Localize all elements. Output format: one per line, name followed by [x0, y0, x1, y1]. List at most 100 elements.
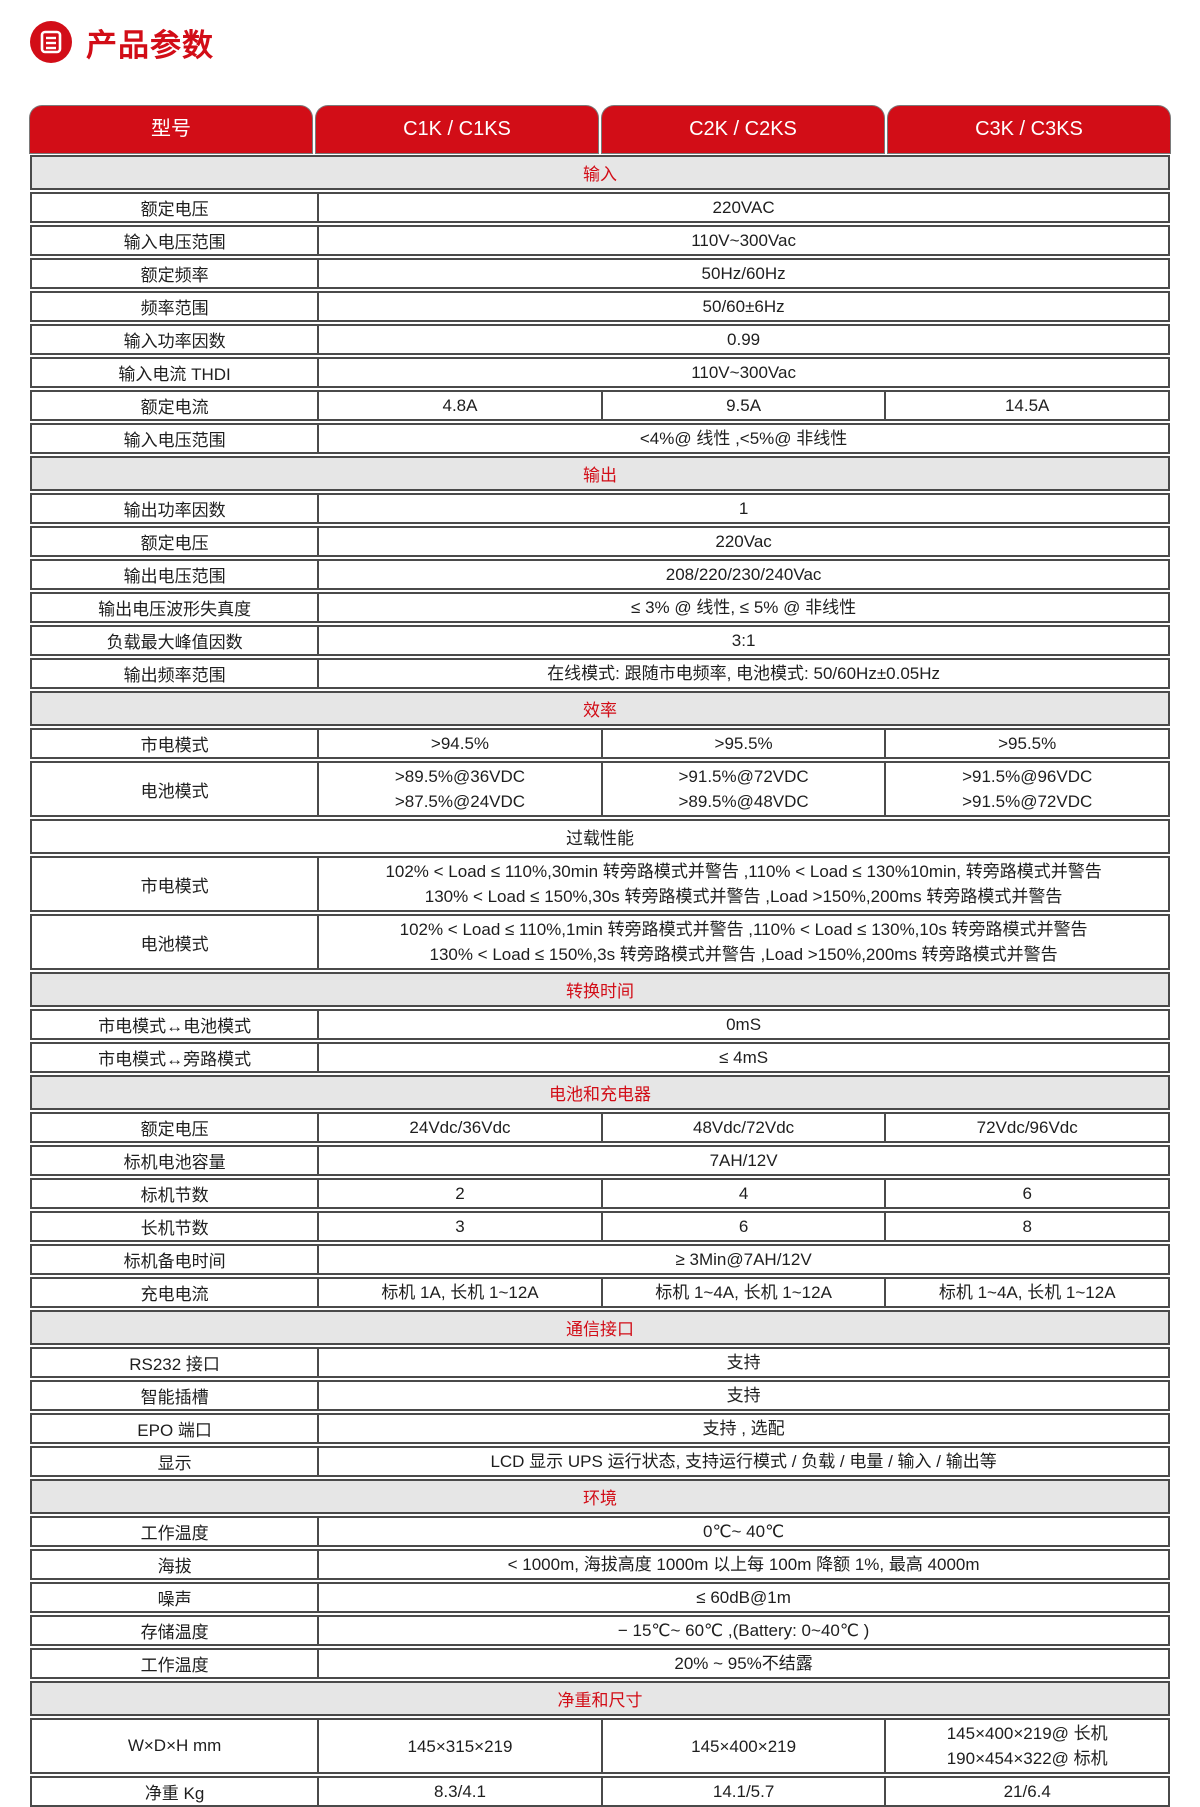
- row-value: >89.5%@36VDC >87.5%@24VDC: [317, 763, 601, 815]
- row-label: 工作温度: [140, 1524, 209, 1543]
- row-value: 支持: [317, 1382, 1168, 1409]
- row-value: 3:1: [317, 627, 1168, 654]
- row-label: 电池模式: [140, 934, 209, 954]
- row-cells: 3:1: [317, 627, 1168, 654]
- row-cells: 1: [317, 495, 1168, 522]
- row-value: 7AH/12V: [317, 1147, 1168, 1174]
- value-line: 110V~300Vac: [691, 363, 796, 382]
- value-line: ≤ 3% @ 线性, ≤ 5% @ 非线性: [631, 598, 857, 617]
- row-cells: 0.99: [317, 326, 1168, 353]
- row-value: 1: [317, 495, 1168, 522]
- section-header: 通信接口: [30, 1310, 1170, 1345]
- header-tab-model: C1K / C1KS: [316, 106, 598, 153]
- row-cells: <4%@ 线性 ,<5%@ 非线性: [317, 425, 1168, 452]
- row-cells: 7AH/12V: [317, 1147, 1168, 1174]
- row-value: 标机 1~4A, 长机 1~12A: [884, 1279, 1168, 1306]
- section-header: 过载性能: [30, 819, 1170, 854]
- value-line: >95.5%: [714, 734, 773, 753]
- table-row: 智能插槽 支持: [30, 1380, 1170, 1411]
- row-label: 输出功率因数: [123, 501, 226, 520]
- table-body: 输入 额定电压 220VAC 输入电压范围 110V~300Vac 额定频率 50Hz/60…: [30, 155, 1170, 1807]
- header-tab-model: C2K / C2KS: [602, 106, 884, 153]
- row-cells: 支持: [317, 1349, 1168, 1376]
- value-line: 48Vdc/72Vdc: [693, 1118, 795, 1137]
- row-cells: 标机 1A, 长机 1~12A 标机 1~4A, 长机 1~12A 标机 1~4A,…: [317, 1279, 1168, 1306]
- row-value: 3: [317, 1213, 601, 1240]
- row-value: − 15℃~ 60℃ ,(Battery: 0~40℃ ): [317, 1617, 1168, 1644]
- row-label: 输入电压范围: [123, 233, 226, 252]
- table-row: W×D×H mm 145×315×219 145×400×219 145×400×21…: [30, 1718, 1170, 1774]
- table-row: 标机节数 2 4 6: [30, 1178, 1170, 1209]
- table-row: 输出电压波形失真度 ≤ 3% @ 线性, ≤ 5% @ 非线性: [30, 592, 1170, 623]
- row-label: 额定频率: [140, 266, 209, 285]
- row-cells: 220VAC: [317, 194, 1168, 221]
- value-line: LCD 显示 UPS 运行状态, 支持运行模式 / 负载 / 电量 / 输入 /…: [490, 1452, 997, 1471]
- row-label: RS232 接口: [129, 1355, 220, 1374]
- row-value: 21/6.4: [884, 1778, 1168, 1805]
- table-row: 额定电压 220VAC: [30, 192, 1170, 223]
- row-label: EPO 端口: [137, 1421, 212, 1440]
- row-cells: 2 4 6: [317, 1180, 1168, 1207]
- value-line: >89.5%@48VDC: [678, 792, 809, 811]
- value-line: 50/60±6Hz: [702, 297, 785, 316]
- value-line: 在线模式: 跟随市电频率, 电池模式: 50/60Hz±0.05Hz: [547, 664, 941, 683]
- value-line: 4: [738, 1184, 749, 1203]
- table-row: 输出频率范围 在线模式: 跟随市电频率, 电池模式: 50/60Hz±0.05Hz: [30, 658, 1170, 689]
- value-line: 0.99: [727, 330, 761, 349]
- value-line: ≥ 3Min@7AH/12V: [675, 1250, 812, 1269]
- row-label: 频率范围: [140, 299, 209, 318]
- row-value: 14.5A: [884, 392, 1168, 419]
- table-row: 市电模式↔旁路模式 ≤ 4mS: [30, 1042, 1170, 1073]
- value-line: 110V~300Vac: [691, 231, 796, 250]
- row-value: 2: [317, 1180, 601, 1207]
- row-value: 0.99: [317, 326, 1168, 353]
- value-line: 14.5A: [1004, 396, 1050, 415]
- value-line: 50Hz/60Hz: [701, 264, 786, 283]
- table-row: 额定电压 220Vac: [30, 526, 1170, 557]
- table-row: 工作温度 0℃~ 40℃: [30, 1516, 1170, 1547]
- row-label: 额定电压: [140, 534, 209, 553]
- row-value: 6: [884, 1180, 1168, 1207]
- value-line: 0℃~ 40℃: [702, 1522, 785, 1541]
- row-value: 8.3/4.1: [317, 1778, 601, 1805]
- section-header: 效率: [30, 691, 1170, 726]
- value-line: 支持 , 选配: [702, 1419, 785, 1438]
- row-cells: 在线模式: 跟随市电频率, 电池模式: 50/60Hz±0.05Hz: [317, 660, 1168, 687]
- value-line: ≤ 4mS: [719, 1048, 769, 1067]
- row-label: 输出电压范围: [123, 567, 226, 586]
- row-label: 净重 Kg: [144, 1784, 205, 1803]
- row-value: 20% ~ 95%不结露: [317, 1650, 1168, 1677]
- row-value: 8: [884, 1213, 1168, 1240]
- row-value: 50Hz/60Hz: [317, 260, 1168, 287]
- row-label: 负载最大峰值因数: [106, 633, 243, 652]
- row-cells: ≤ 60dB@1m: [317, 1584, 1168, 1611]
- value-line: 24Vdc/36Vdc: [409, 1118, 511, 1137]
- value-line: 220Vac: [715, 532, 772, 551]
- row-cells: >94.5% >95.5% >95.5%: [317, 730, 1168, 757]
- row-value: 102% < Load ≤ 110%,1min 转旁路模式并警告 ,110% <…: [317, 916, 1168, 968]
- section-header: 输入: [30, 155, 1170, 190]
- table-row: 存储温度 − 15℃~ 60℃ ,(Battery: 0~40℃ ): [30, 1615, 1170, 1646]
- row-cells: 24Vdc/36Vdc 48Vdc/72Vdc 72Vdc/96Vdc: [317, 1114, 1168, 1141]
- row-value: <4%@ 线性 ,<5%@ 非线性: [317, 425, 1168, 452]
- row-label: 工作温度: [140, 1656, 209, 1675]
- table-row: 额定电流 4.8A 9.5A 14.5A: [30, 390, 1170, 421]
- value-line: 102% < Load ≤ 110%,30min 转旁路模式并警告 ,110% …: [385, 862, 1102, 881]
- value-line: 190×454×322@ 标机: [946, 1749, 1108, 1768]
- title-bar: 产品参数: [30, 16, 1170, 68]
- value-line: 20% ~ 95%不结露: [674, 1654, 813, 1673]
- row-value: 24Vdc/36Vdc: [317, 1114, 601, 1141]
- row-label: 市电模式↔旁路模式: [98, 1050, 252, 1069]
- table-row: 负载最大峰值因数 3:1: [30, 625, 1170, 656]
- value-line: 102% < Load ≤ 110%,1min 转旁路模式并警告 ,110% <…: [399, 920, 1088, 939]
- table-row: 输入电压范围 110V~300Vac: [30, 225, 1170, 256]
- value-line: >91.5%@72VDC: [962, 792, 1093, 811]
- row-value: 在线模式: 跟随市电频率, 电池模式: 50/60Hz±0.05Hz: [317, 660, 1168, 687]
- row-label: 输出频率范围: [123, 666, 226, 685]
- row-cells: 0℃~ 40℃: [317, 1518, 1168, 1545]
- row-label: 额定电流: [140, 398, 209, 417]
- table-row: 频率范围 50/60±6Hz: [30, 291, 1170, 322]
- page-title: 产品参数: [86, 27, 214, 63]
- row-value: 标机 1A, 长机 1~12A: [317, 1279, 601, 1306]
- table-row: 工作温度 20% ~ 95%不结露: [30, 1648, 1170, 1679]
